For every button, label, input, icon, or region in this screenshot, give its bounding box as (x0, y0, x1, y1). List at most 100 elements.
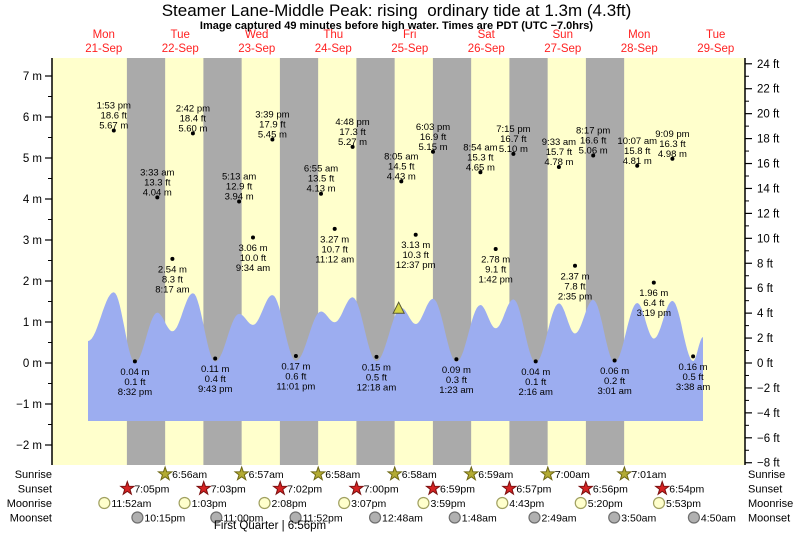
tide-annotation-line: 1:53 pm (97, 101, 131, 112)
tide-annotation-line: 8:17 pm (576, 126, 610, 137)
page-title: Steamer Lane-Middle Peak: rising ordinar… (161, 1, 632, 20)
tide-annotation-line: 17.9 ft (259, 120, 286, 131)
tide-annotation-line: 5.60 m (178, 123, 207, 134)
tide-extreme-dot (319, 191, 323, 196)
tide-extreme-dot (556, 165, 561, 169)
moonrise-icon (652, 496, 666, 510)
tide-annotation-line: 4.65 m (466, 162, 495, 173)
axis-label-ft: 10 ft (757, 233, 780, 245)
moonrise-icon (178, 496, 191, 510)
tide-curve (88, 292, 703, 421)
day-label-date: 21-Sep (85, 43, 122, 55)
tide-annotation-line: 0.4 ft (205, 374, 226, 385)
tide-annotation-line: 11:01 pm (276, 382, 315, 393)
day-label-weekday: Tue (706, 29, 725, 41)
current-tide-marker (392, 301, 405, 314)
tide-annotation-line: 4.98 m (658, 149, 687, 160)
sunrise-time: 6:56am (172, 469, 207, 481)
axis-label-ft: 18 ft (757, 134, 780, 146)
moonrise-time: 5:53pm (666, 498, 701, 510)
axis-label-ft: 16 ft (757, 159, 780, 171)
tide-annotation-line: 17.3 ft (339, 127, 366, 138)
tide-annotation-line: 3:19 pm (637, 308, 671, 319)
day-label-date: 25-Sep (391, 43, 428, 55)
moonrise-time: 3:07pm (351, 498, 386, 510)
page-subtitle: Image captured 49 minutes before high wa… (199, 20, 594, 32)
tide-annotation-line: 1:42 pm (479, 275, 513, 286)
tide-extreme-dot (270, 137, 275, 142)
moonrise-icon (574, 496, 587, 510)
axis-label-ft: 4 ft (757, 308, 774, 320)
tide-annotation-line: 4.04 m (143, 187, 172, 198)
tide-extreme-dot (651, 280, 656, 285)
sunset-time: 7:03pm (211, 484, 246, 496)
moonrise-time: 5:20pm (588, 498, 623, 510)
tide-annotation-line: 4.81 m (623, 156, 652, 167)
tide-annotation-line: 0.11 m (201, 364, 229, 375)
sunrise-time: 7:01am (631, 469, 666, 481)
tide-extreme-dot (478, 170, 483, 175)
astro-row-label-right: Moonrise (748, 498, 793, 510)
tide-extreme-dot (454, 357, 459, 362)
tide-extreme-dot (132, 359, 137, 364)
moonrise-time: 3:59pm (430, 498, 465, 510)
tide-annotation-line: 7.8 ft (564, 281, 585, 292)
sunset-icon (272, 479, 289, 496)
sunrise-time: 6:59am (478, 469, 513, 481)
tide-annotation-line: 6.4 ft (643, 298, 664, 309)
tide-annotation-line: 2:42 pm (176, 103, 210, 114)
tide-annotation-line: 3:38 am (676, 382, 710, 393)
moonrise-icon (258, 496, 271, 510)
tide-annotation-line: 1:23 am (439, 385, 473, 396)
tide-annotation-line: 7:15 pm (496, 124, 530, 135)
moonrise-time: 11:52am (111, 498, 151, 510)
tide-extreme-dot (691, 354, 696, 359)
tide-extreme-dot (670, 156, 675, 161)
tide-annotation-line: 9:33 am (542, 137, 576, 148)
axis-label-m: −2 m (16, 440, 42, 452)
axis-label-ft: 12 ft (757, 208, 780, 220)
sunset-icon (195, 479, 212, 496)
tide-annotation-line: 4:48 pm (335, 117, 369, 128)
tide-extreme-dot (170, 256, 175, 261)
axis-label-ft: 22 ft (757, 84, 780, 96)
tide-extreme-dot (591, 153, 596, 158)
moonset-icon (210, 511, 223, 524)
tide-extreme-dot (350, 144, 355, 149)
sunset-icon (577, 479, 594, 496)
tide-extreme-dot (612, 358, 617, 363)
tide-annotation-line: 11:12 am (315, 254, 354, 265)
axis-label-ft: 24 ft (757, 59, 780, 71)
tide-annotation-line: 9:09 pm (655, 129, 689, 140)
axis-label-ft: 14 ft (757, 183, 780, 195)
tide-annotation-line: 12.9 ft (226, 181, 253, 192)
sunrise-icon (616, 465, 633, 481)
day-label-date: 27-Sep (544, 43, 581, 55)
tide-annotation-line: 15.8 ft (624, 146, 651, 157)
tide-annotation-line: 13.5 ft (308, 174, 335, 185)
tide-annotation-line: 13.3 ft (144, 177, 171, 188)
axis-label-m: 5 m (23, 153, 42, 165)
astro-row-label-left: Moonrise (7, 498, 52, 510)
sunset-time: 7:00pm (364, 484, 399, 496)
day-label-weekday: Mon (93, 29, 115, 41)
moon-phase-label: First Quarter | 6:56pm (213, 520, 327, 532)
moonset-time: 10:15pm (144, 513, 185, 525)
axis-label-m: 7 m (23, 71, 42, 83)
tide-annotation-line: 0.17 m (281, 362, 310, 373)
moonset-icon (289, 511, 302, 524)
tide-annotation-line: 2:16 am (519, 387, 553, 398)
sunrise-icon (156, 465, 174, 481)
sunset-icon (348, 479, 365, 496)
tide-extreme-dot (111, 128, 116, 133)
tide-annotation-line: 15.7 ft (546, 147, 573, 158)
tide-annotation-line: 3.13 m (401, 240, 430, 251)
tide-annotation-line: 2.54 m (158, 264, 187, 275)
axis-label-m: 0 m (23, 358, 42, 370)
sunset-time: 6:54pm (669, 484, 704, 496)
moonrise-icon (417, 496, 430, 510)
tide-annotation-line: 6:03 pm (416, 122, 450, 133)
tide-extreme-dot (573, 263, 577, 268)
astro-row-label-right: Moonset (748, 513, 790, 525)
